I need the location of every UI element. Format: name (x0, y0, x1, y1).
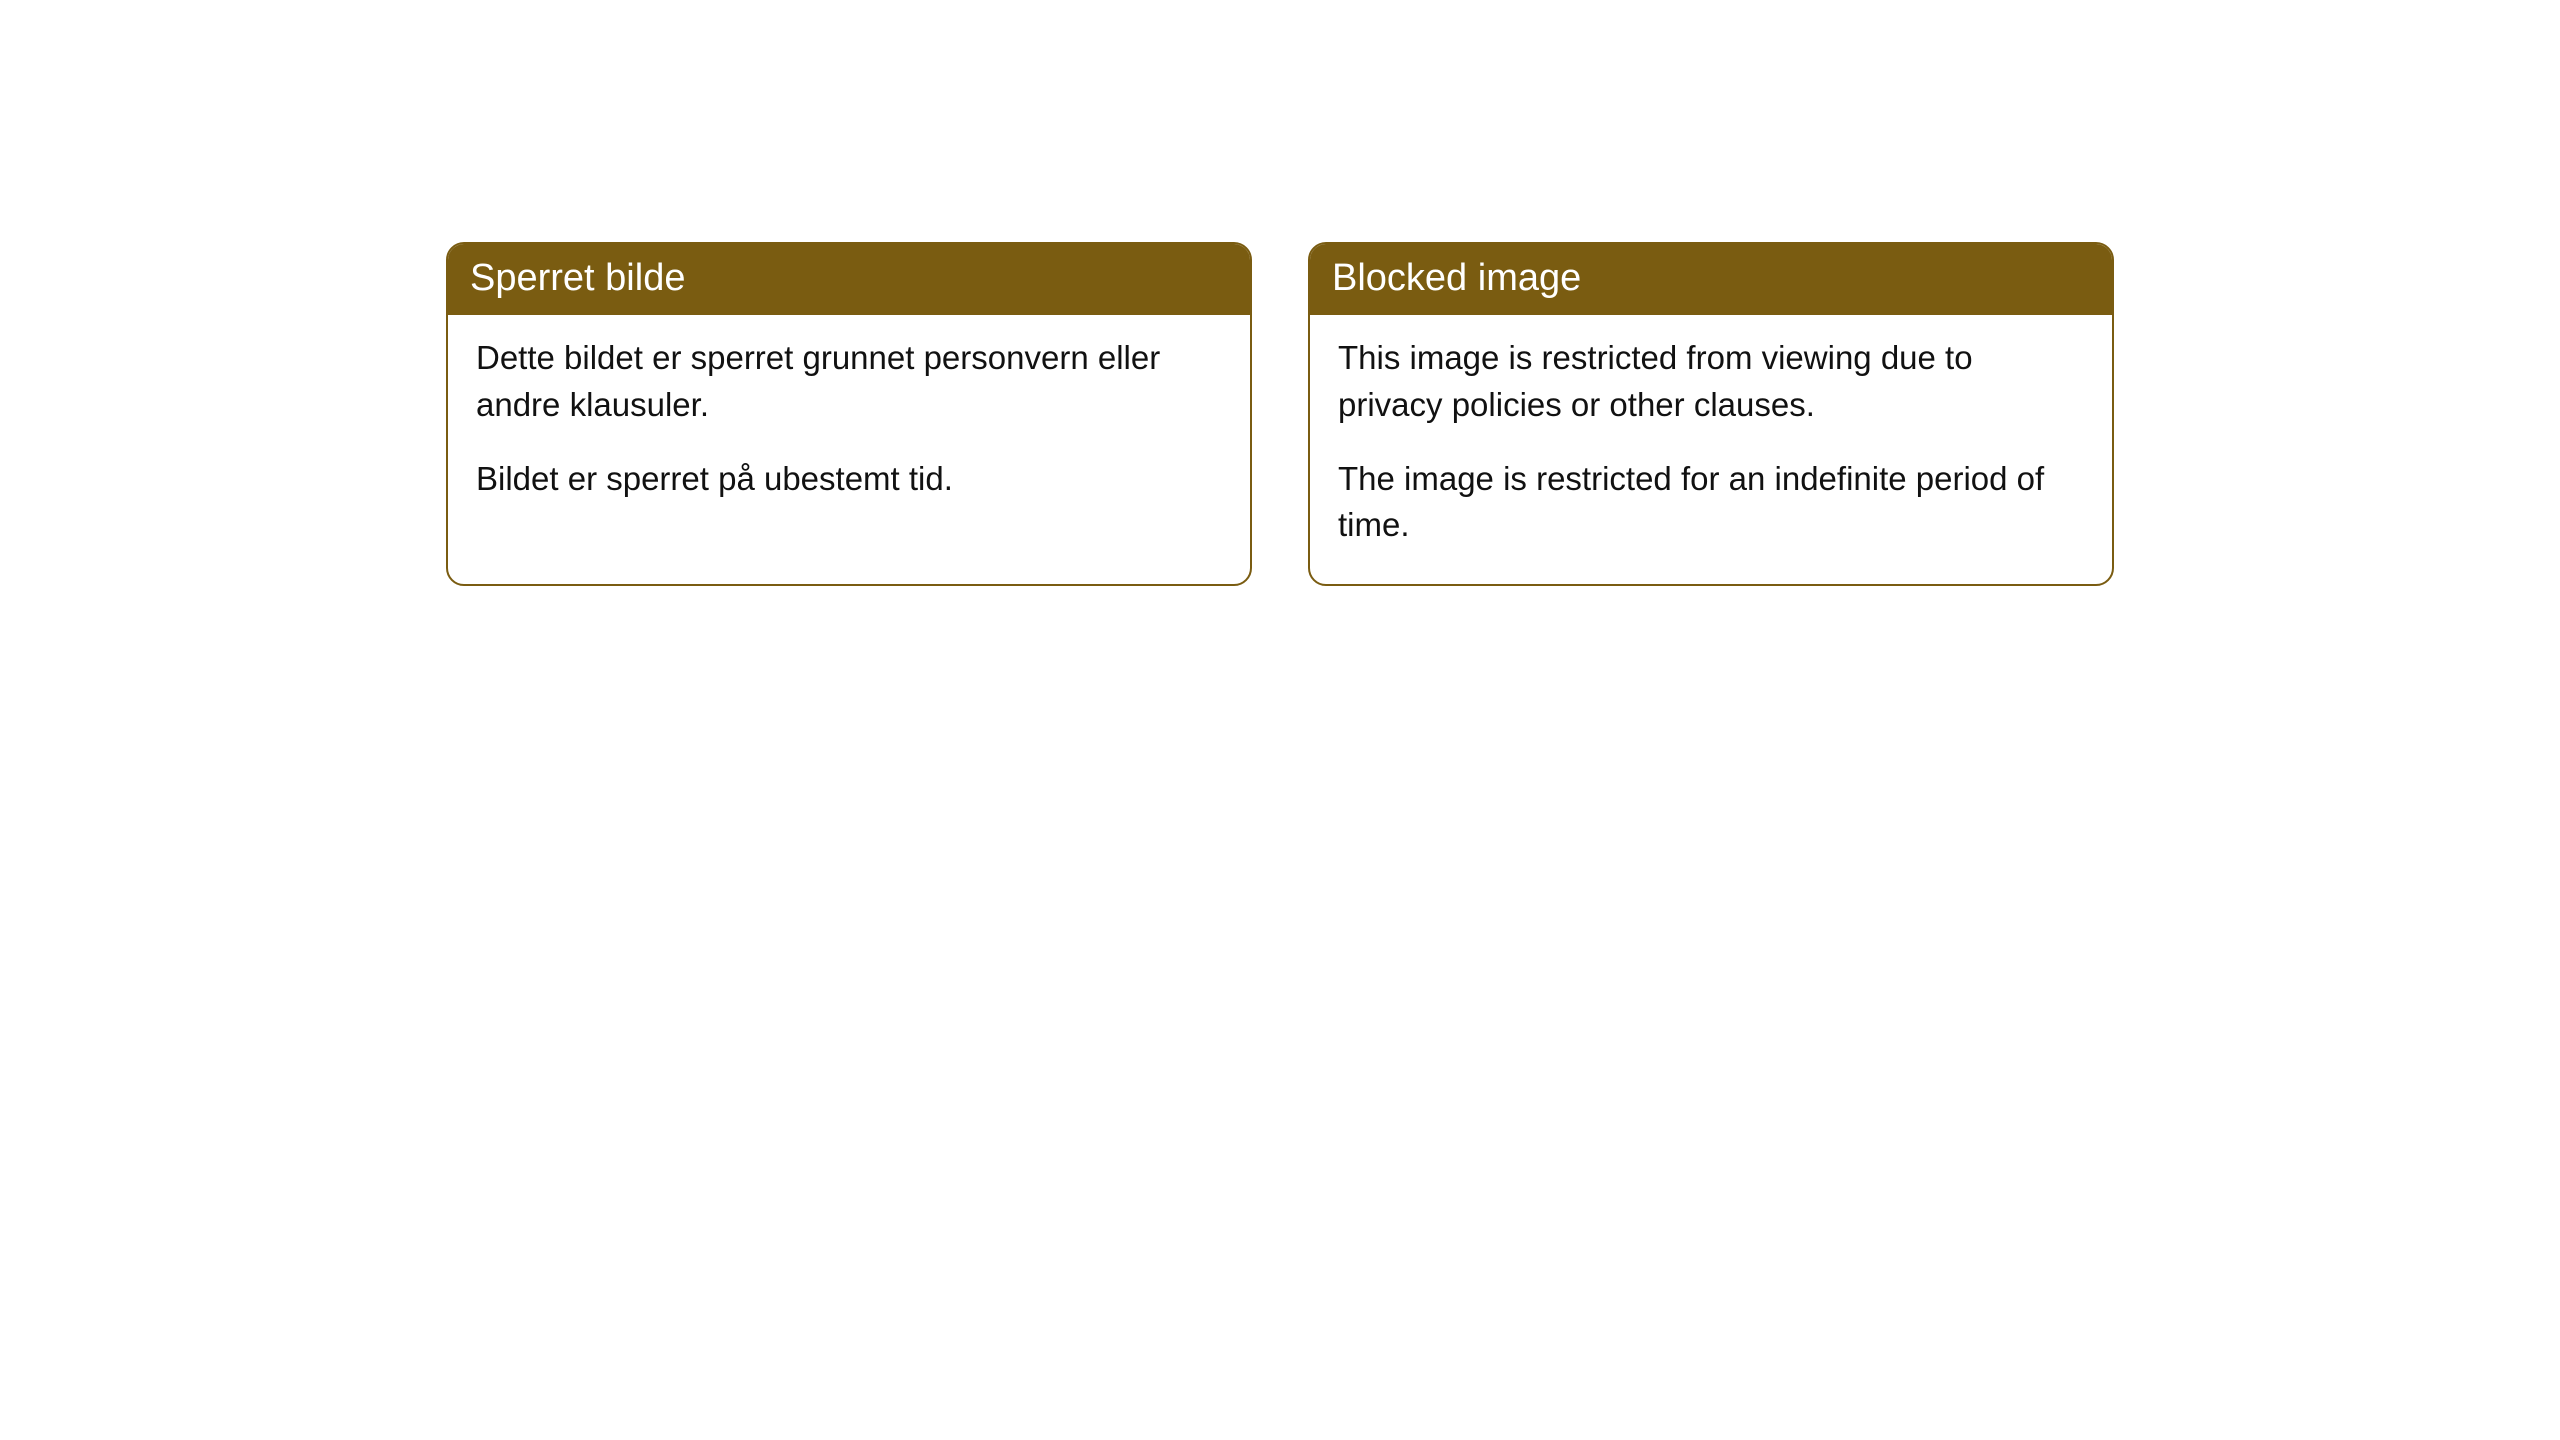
notice-card-norwegian: Sperret bilde Dette bildet er sperret gr… (446, 242, 1252, 586)
card-body-norwegian: Dette bildet er sperret grunnet personve… (448, 315, 1250, 538)
card-title: Blocked image (1332, 257, 1581, 299)
card-body-english: This image is restricted from viewing du… (1310, 315, 2112, 584)
card-header-english: Blocked image (1310, 244, 2112, 315)
card-title: Sperret bilde (470, 257, 685, 299)
card-paragraph: Bildet er sperret på ubestemt tid. (476, 456, 1222, 502)
card-header-norwegian: Sperret bilde (448, 244, 1250, 315)
card-paragraph: Dette bildet er sperret grunnet personve… (476, 335, 1222, 427)
notice-cards-container: Sperret bilde Dette bildet er sperret gr… (0, 0, 2560, 586)
card-paragraph: The image is restricted for an indefinit… (1338, 456, 2084, 548)
notice-card-english: Blocked image This image is restricted f… (1308, 242, 2114, 586)
card-paragraph: This image is restricted from viewing du… (1338, 335, 2084, 427)
